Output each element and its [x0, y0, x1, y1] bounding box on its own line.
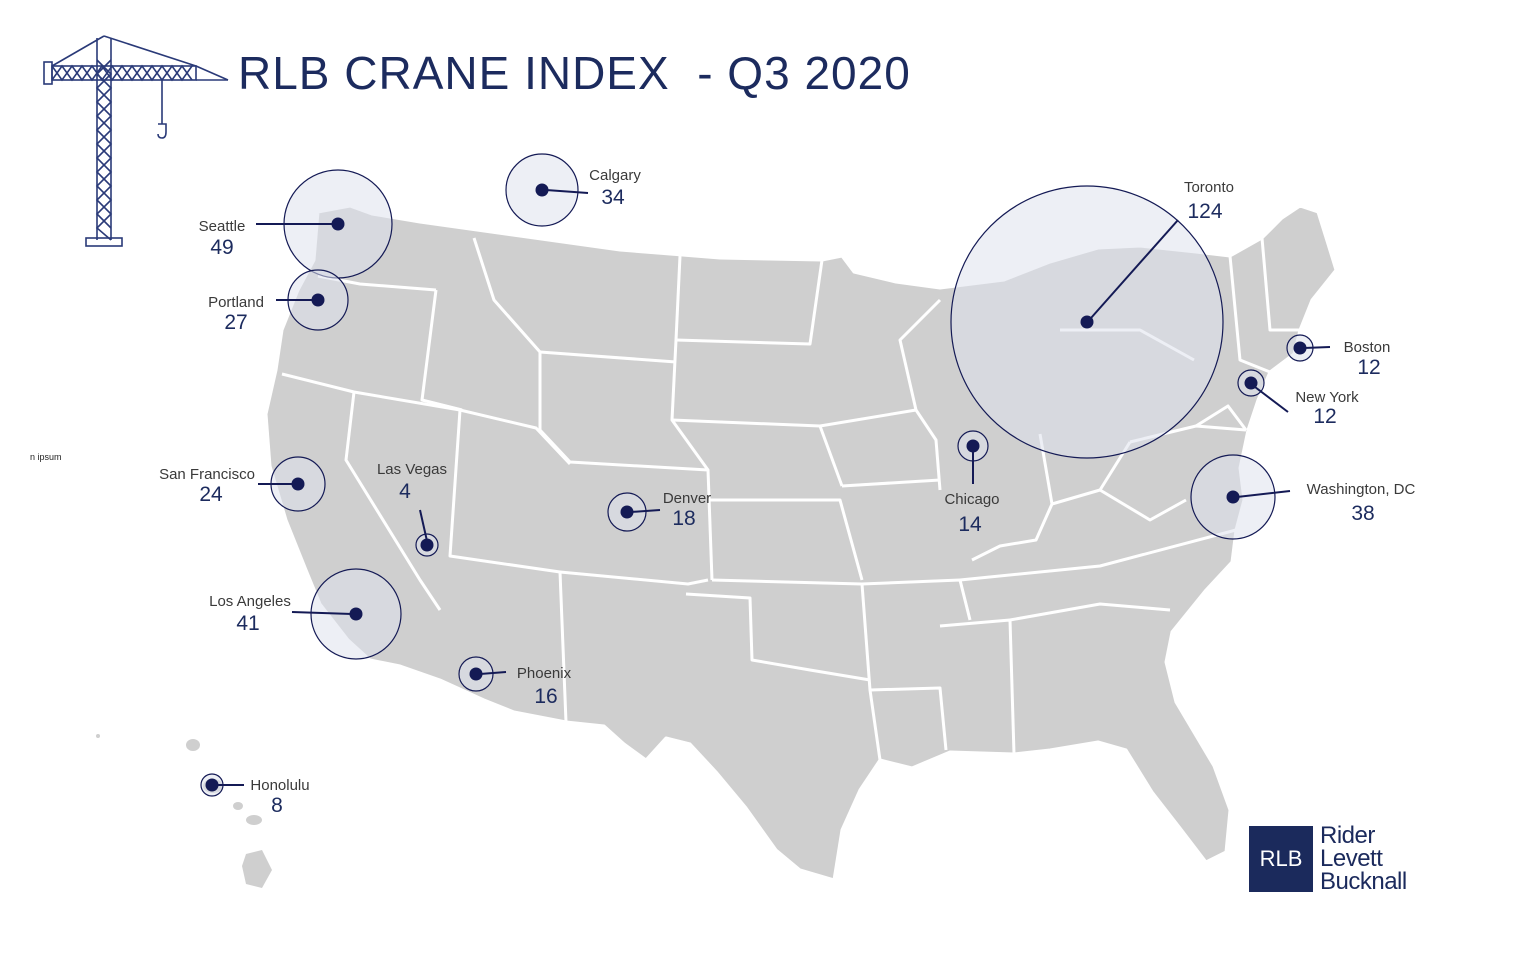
- crane-count: 38: [1351, 502, 1374, 525]
- crane-count: 18: [672, 507, 695, 530]
- city-location-dot: [1226, 490, 1240, 504]
- city-name: New York: [1295, 389, 1359, 406]
- crane-count: 12: [1357, 356, 1380, 379]
- city-name: Honolulu: [250, 777, 309, 794]
- rlb-logo-wordmark: Rider Levett Bucknall: [1320, 822, 1407, 895]
- hawaii-islands: [96, 734, 272, 888]
- city-name: Las Vegas: [377, 461, 447, 478]
- city-marker-washington-dc: Washington, DC 38: [1190, 454, 1416, 540]
- city-location-dot: [1293, 341, 1307, 355]
- leader-line: [1254, 386, 1289, 413]
- city-marker-calgary: Calgary 34: [505, 153, 641, 227]
- crane-count: 14: [958, 513, 982, 536]
- city-location-dot: [535, 183, 549, 197]
- leader-line: [1303, 346, 1331, 349]
- city-marker-toronto: Toronto 124: [950, 179, 1234, 459]
- crane-count: 12: [1313, 405, 1336, 428]
- city-location-dot: [1244, 376, 1258, 390]
- page-title: RLB CRANE INDEX - Q3 2020: [238, 47, 911, 99]
- crane-count: 41: [236, 612, 259, 635]
- city-location-dot: [331, 217, 345, 231]
- leader-line: [630, 509, 661, 513]
- city-location-dot: [420, 538, 434, 552]
- city-name: Los Angeles: [209, 593, 291, 610]
- city-name: San Francisco: [159, 466, 255, 483]
- city-location-dot: [1080, 315, 1094, 329]
- crane-count: 4: [399, 480, 411, 503]
- city-name: Washington, DC: [1307, 481, 1416, 498]
- leader-line: [1236, 490, 1291, 498]
- city-marker-las-vegas: Las Vegas 4: [377, 461, 447, 557]
- crane-count: 24: [199, 483, 223, 506]
- city-marker-chicago: Chicago 14: [944, 430, 1000, 536]
- city-name: Chicago: [944, 491, 999, 508]
- stray-text: n ipsum: [30, 452, 62, 462]
- city-marker-los-angeles: Los Angeles 41: [209, 568, 402, 660]
- crane-count: 16: [534, 685, 557, 708]
- city-location-dot: [469, 667, 483, 681]
- city-marker-phoenix: Phoenix 16: [458, 656, 572, 708]
- city-location-dot: [291, 477, 305, 491]
- city-location-dot: [620, 505, 634, 519]
- city-name: Denver: [663, 490, 711, 507]
- leader-line: [1090, 219, 1179, 319]
- city-name: Portland: [208, 294, 264, 311]
- leader-line: [419, 509, 428, 542]
- crane-count: 27: [224, 311, 247, 334]
- crane-count: 34: [601, 186, 625, 209]
- city-name: Phoenix: [517, 665, 572, 682]
- city-location-dot: [205, 778, 219, 792]
- crane-icon: [43, 35, 229, 247]
- city-location-dot: [311, 293, 325, 307]
- city-name: Seattle: [199, 218, 246, 235]
- crane-count: 8: [271, 794, 283, 817]
- logo-word: Levett: [1320, 845, 1383, 872]
- leader-line: [291, 611, 353, 615]
- leader-line: [479, 671, 507, 675]
- leader-line: [545, 189, 589, 194]
- city-name: Toronto: [1184, 179, 1234, 196]
- city-name: Calgary: [589, 167, 641, 184]
- city-name: Boston: [1344, 339, 1391, 356]
- city-location-dot: [349, 607, 363, 621]
- crane-count: 49: [210, 236, 233, 259]
- city-location-dot: [966, 439, 980, 453]
- logo-word: Rider: [1320, 822, 1375, 849]
- logo-word: Bucknall: [1320, 868, 1407, 895]
- crane-count: 124: [1187, 200, 1222, 223]
- rlb-logo-mark: RLB: [1249, 826, 1313, 892]
